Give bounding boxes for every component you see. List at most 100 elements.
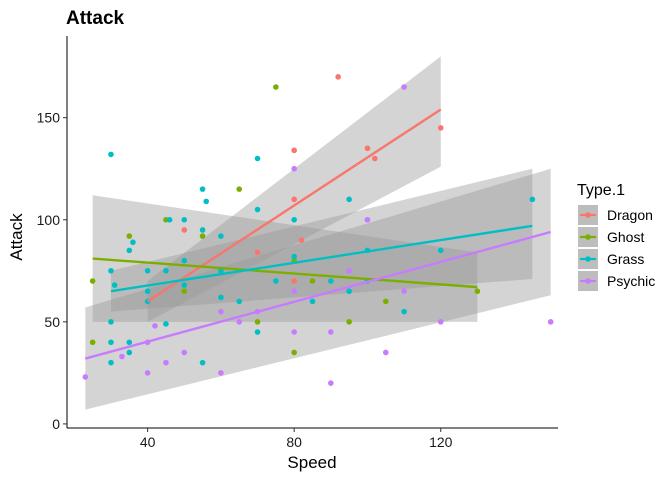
legend-key-point-ghost <box>585 234 591 240</box>
grass-point <box>108 319 114 325</box>
grass-point <box>108 267 114 274</box>
dragon-point <box>298 237 305 243</box>
grass-point <box>309 298 316 305</box>
psychic-fit-line <box>85 230 551 360</box>
y-tick-label: 50 <box>44 314 60 330</box>
grass-point <box>401 308 407 315</box>
fit-lines <box>85 108 551 360</box>
data-points <box>82 74 554 386</box>
ghost-point <box>181 288 188 295</box>
x-axis-ticks: 40 80 120 <box>140 428 453 450</box>
psychic-point <box>236 319 243 325</box>
y-tick-label: 100 <box>37 212 61 228</box>
grass-point <box>273 278 279 284</box>
y-axis-title: Attack <box>7 213 26 261</box>
grass-point <box>236 298 243 305</box>
y-tick-label: 150 <box>37 110 61 126</box>
grass-point <box>181 216 188 223</box>
grass-point <box>126 339 133 346</box>
psychic-point <box>218 370 224 376</box>
ghost-point <box>291 349 297 356</box>
ghost-point <box>309 278 316 284</box>
legend-label-grass: Grass <box>607 251 644 267</box>
ghost-point <box>273 84 279 90</box>
psychic-confidence-band <box>85 168 551 410</box>
psychic-point <box>346 267 352 274</box>
grass-point <box>199 186 206 192</box>
grass-point <box>108 359 114 366</box>
x-tick-label: 80 <box>286 434 302 450</box>
dragon-confidence-band <box>147 56 441 322</box>
dragon-point <box>291 196 297 203</box>
psychic-point <box>328 380 334 386</box>
grass-point <box>218 294 224 301</box>
x-tick-label: 120 <box>429 434 453 450</box>
grass-point <box>130 239 136 246</box>
ghost-point <box>89 339 96 346</box>
ghost-point <box>236 186 243 192</box>
psychic-point <box>547 319 554 325</box>
chart-title: Attack <box>66 8 125 29</box>
grass-point <box>108 339 114 346</box>
grass-point <box>291 216 297 223</box>
grass-point <box>181 257 188 264</box>
grass-point <box>126 349 133 356</box>
grass-point <box>529 196 536 203</box>
x-tick-label: 40 <box>140 434 156 450</box>
grass-point <box>291 253 297 260</box>
grass-point <box>218 267 224 274</box>
dragon-point <box>291 147 297 154</box>
grass-point <box>111 282 118 288</box>
grass-point <box>254 155 261 162</box>
grass-point <box>163 267 169 274</box>
legend: Type.1 Dragon Ghost Grass Psychic <box>577 182 655 291</box>
ghost-point <box>474 288 481 295</box>
psychic-point <box>328 329 334 335</box>
dragon-fit-line <box>146 108 442 303</box>
legend-title: Type.1 <box>577 182 625 199</box>
psychic-point <box>163 359 169 366</box>
grass-fit-line <box>110 224 533 293</box>
grass-point <box>166 216 173 223</box>
dragon-point <box>181 227 188 233</box>
ghost-confidence-band <box>92 195 478 322</box>
ghost-fit-line <box>92 257 478 289</box>
grass-point <box>203 198 210 205</box>
legend-label-ghost: Ghost <box>607 229 644 245</box>
grass-point <box>126 247 133 254</box>
psychic-point <box>291 288 297 295</box>
psychic-point <box>364 216 371 223</box>
ghost-point <box>89 278 96 284</box>
plot-panel <box>82 56 554 410</box>
psychic-point <box>181 349 188 356</box>
grass-point <box>328 278 334 284</box>
legend-key-point-grass <box>585 256 591 262</box>
psychic-point <box>218 308 224 315</box>
legend-key-point-psychic <box>585 278 591 284</box>
ghost-point <box>254 319 261 325</box>
y-tick-label: 0 <box>52 416 60 432</box>
grass-point <box>163 321 169 327</box>
grass-point <box>144 288 151 295</box>
grass-point <box>218 233 224 239</box>
grass-point <box>254 206 261 213</box>
ghost-point <box>126 233 133 239</box>
grass-point <box>181 282 188 288</box>
dragon-point <box>437 125 444 131</box>
grass-point <box>346 288 352 295</box>
y-axis-ticks: 0 50 100 150 <box>37 110 67 432</box>
psychic-point <box>291 165 297 172</box>
dragon-point <box>371 155 378 162</box>
grass-point <box>199 227 206 233</box>
psychic-point <box>119 353 125 360</box>
dragon-point <box>335 74 341 80</box>
grass-point <box>254 329 261 335</box>
psychic-point <box>291 329 297 335</box>
grass-point <box>437 247 444 254</box>
psychic-point <box>82 374 89 380</box>
psychic-point <box>401 84 407 90</box>
dragon-point <box>291 278 297 284</box>
ghost-point <box>199 233 206 239</box>
dragon-point <box>364 145 371 152</box>
